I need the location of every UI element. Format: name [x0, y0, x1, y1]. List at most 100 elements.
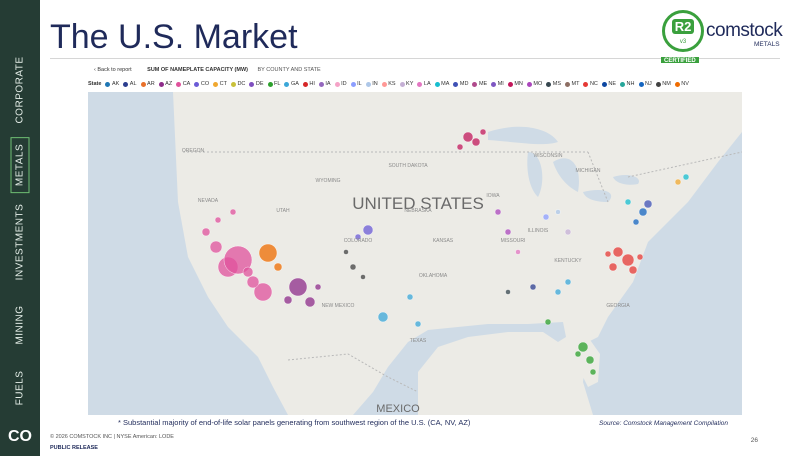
legend-item[interactable]: CT — [213, 81, 227, 87]
legend-label: MD — [459, 81, 469, 87]
legend-label: GA — [290, 81, 299, 87]
legend-swatch — [565, 81, 570, 87]
legend-item[interactable]: NJ — [638, 81, 652, 87]
legend-item[interactable]: HI — [302, 81, 315, 87]
legend-item[interactable]: NE — [601, 81, 617, 87]
region-label: COLORADO — [344, 238, 373, 244]
legend-item[interactable]: ME — [472, 81, 487, 87]
legend-item[interactable]: NV — [674, 81, 689, 87]
nav-item[interactable]: INVESTMENTS — [14, 203, 26, 281]
sidebar: CORPORATE METALS INVESTMENTS MINING FUEL… — [0, 0, 40, 456]
source: Source: Comstock Management Compilation — [599, 420, 728, 427]
legend-swatch — [158, 81, 164, 87]
legend-item[interactable]: AK — [105, 81, 119, 87]
legend-item[interactable]: MO — [526, 81, 543, 87]
legend-swatch — [507, 81, 513, 87]
legend-item[interactable]: GA — [284, 81, 299, 87]
logo: CO — [8, 428, 32, 445]
region-label: SOUTH DAKOTA — [388, 163, 428, 169]
legend-item[interactable]: MA — [434, 81, 449, 87]
region-label: WISCONSIN — [534, 153, 563, 159]
region-label: WYOMING — [316, 178, 341, 184]
legend-title: State — [88, 81, 102, 87]
region-label: UTAH — [276, 208, 290, 214]
legend-swatch — [491, 81, 497, 87]
legend-swatch — [350, 81, 356, 87]
legend-swatch — [526, 81, 532, 87]
legend-label: FL — [274, 81, 281, 87]
legend-item[interactable]: IA — [318, 81, 331, 87]
region-label: IOWA — [486, 193, 500, 199]
release: PUBLIC RELEASE — [50, 445, 98, 451]
legend-swatch — [453, 81, 459, 87]
legend-item[interactable]: DC — [230, 81, 246, 87]
legend-item[interactable]: NC — [583, 81, 598, 87]
legend-item[interactable]: KY — [399, 81, 413, 87]
nav-item[interactable]: MINING — [14, 305, 26, 345]
legend-item[interactable]: IN — [365, 81, 378, 87]
legend-swatch — [230, 81, 236, 87]
legend-item[interactable]: DE — [249, 81, 264, 87]
legend-label: MO — [533, 81, 543, 87]
legend-item[interactable]: MI — [491, 81, 504, 87]
panel-subheading: BY COUNTY AND STATE — [257, 67, 321, 73]
bubbles — [201, 128, 690, 376]
legend-label: NC — [589, 81, 598, 87]
divider — [50, 58, 780, 59]
region-label: TEXAS — [410, 338, 427, 344]
legend-item[interactable]: CO — [194, 81, 209, 87]
legend-item[interactable]: LA — [417, 81, 431, 87]
legend-item[interactable]: FL — [267, 81, 281, 87]
region-label: OKLAHOMA — [419, 273, 448, 279]
legend-swatch — [284, 81, 290, 87]
title: The U.S. Market — [50, 18, 298, 56]
legend-label: AK — [111, 81, 120, 87]
legend-label: IA — [325, 81, 331, 87]
nav-item[interactable]: FUELS — [14, 370, 26, 406]
legend-label: IN — [372, 81, 378, 87]
copyright: © 2026 COMSTOCK INC | NYSE American: LOD… — [50, 434, 174, 440]
legend-item[interactable]: MS — [546, 81, 561, 87]
legend-item[interactable]: IL — [350, 81, 362, 87]
panel-heading: SUM OF NAMEPLATE CAPACITY (MW) — [147, 67, 248, 73]
legend-label: CO — [200, 81, 210, 87]
legend-label: MS — [552, 81, 561, 87]
footnote: * Substantial majority of end-of-life so… — [118, 418, 471, 427]
legend-label: NE — [608, 81, 617, 87]
region-label: GEORGIA — [606, 303, 630, 309]
nav-item[interactable]: METALS — [10, 136, 30, 194]
badge-caption: CERTIFIED — [661, 57, 699, 65]
legend-item[interactable]: MD — [453, 81, 468, 87]
legend-item[interactable]: NH — [620, 81, 635, 87]
legend-item[interactable]: CA — [176, 81, 190, 87]
legend-item[interactable]: KS — [381, 81, 396, 87]
legend-item[interactable]: AL — [123, 81, 137, 87]
badge-mark: R2 — [671, 19, 695, 34]
legend-swatch — [417, 81, 423, 87]
legend-label: LA — [423, 81, 431, 87]
legend-item[interactable]: ID — [334, 81, 347, 87]
legend-item[interactable]: MT — [565, 81, 579, 87]
nav-item[interactable]: CORPORATE — [14, 56, 26, 124]
legend-label: IL — [357, 81, 362, 87]
region-label: NEBRASKA — [404, 208, 432, 214]
lakes — [488, 126, 639, 202]
back-button[interactable]: ‹ Back to report — [94, 67, 132, 73]
legend-swatch — [176, 81, 182, 87]
region-label: OREGON — [182, 148, 205, 154]
legend-swatch — [601, 81, 607, 87]
map-panel: ‹ Back to report SUM OF NAMEPLATE CAPACI… — [88, 63, 742, 415]
legend-label: KS — [388, 81, 396, 87]
region-label: NEW MEXICO — [322, 303, 355, 309]
legend-label: AR — [147, 81, 155, 87]
legend-item[interactable]: AR — [140, 81, 155, 87]
legend-item[interactable]: NM — [655, 81, 671, 87]
legend-item[interactable]: MN — [507, 81, 523, 87]
legend-label: DC — [237, 81, 246, 87]
legend-label: CA — [182, 81, 191, 87]
region-label: KENTUCKY — [554, 258, 582, 264]
back-label[interactable]: Back to report — [97, 67, 132, 73]
badge-version: v3 — [679, 39, 687, 45]
legend-item[interactable]: AZ — [158, 81, 172, 87]
